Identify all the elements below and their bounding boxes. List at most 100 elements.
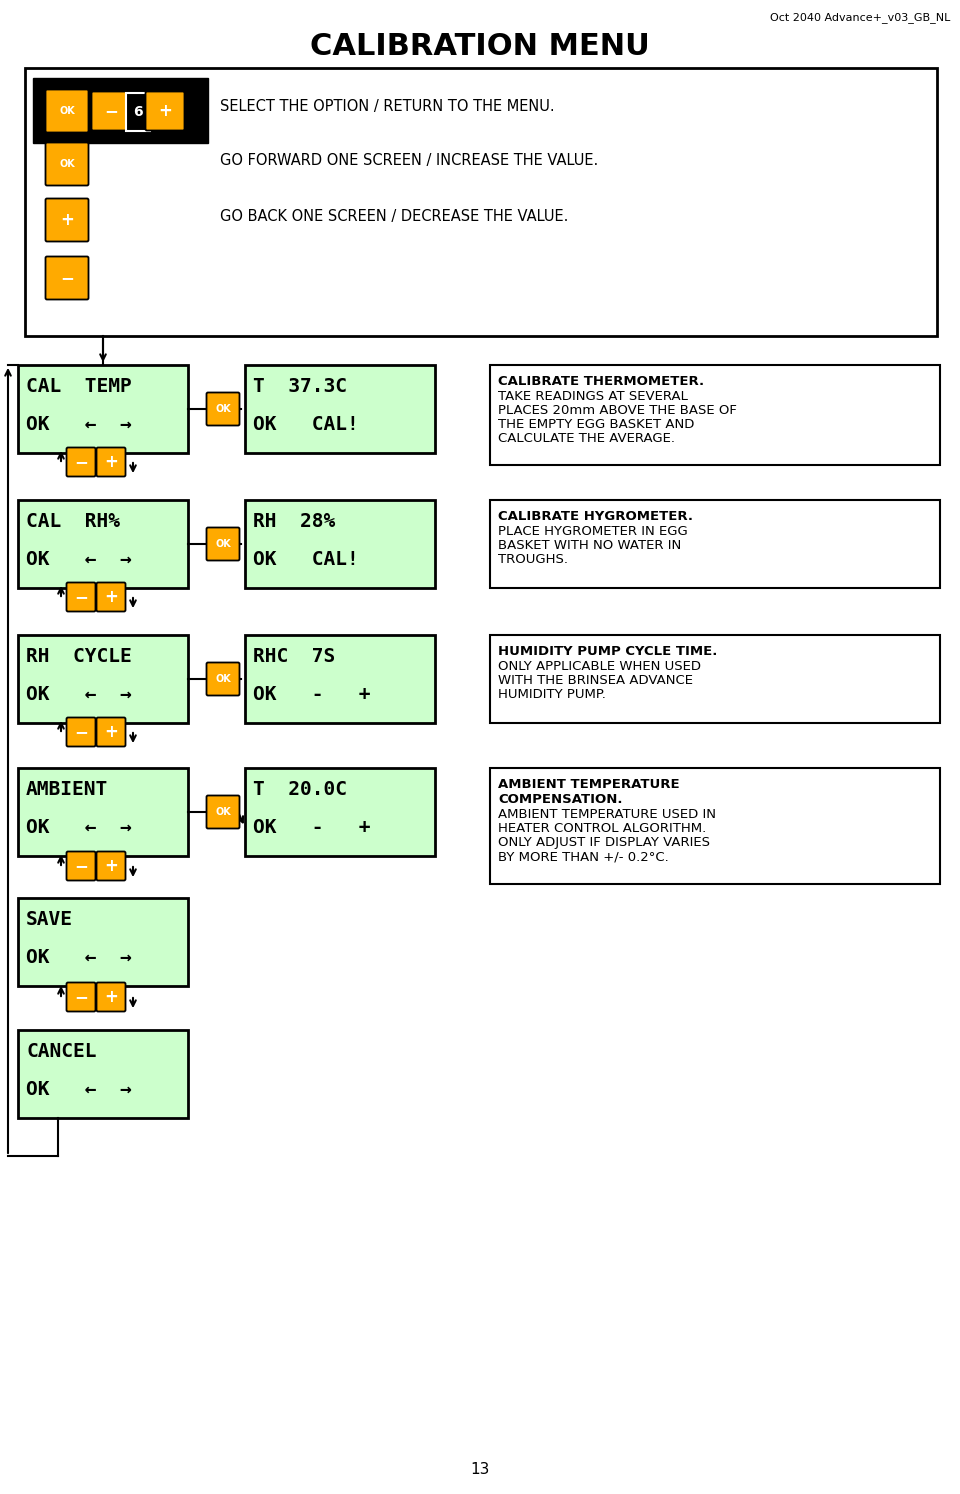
Text: OK   ←  →: OK ← → — [26, 1080, 132, 1100]
Text: WITH THE BRINSEA ADVANCE: WITH THE BRINSEA ADVANCE — [498, 674, 693, 687]
Text: OK   ←  →: OK ← → — [26, 415, 132, 433]
FancyBboxPatch shape — [245, 768, 435, 856]
Text: −: − — [74, 589, 88, 607]
FancyBboxPatch shape — [18, 898, 188, 986]
FancyBboxPatch shape — [490, 635, 940, 723]
FancyBboxPatch shape — [66, 448, 95, 477]
Text: AMBIENT TEMPERATURE USED IN: AMBIENT TEMPERATURE USED IN — [498, 808, 716, 822]
Text: +: + — [104, 858, 118, 875]
FancyBboxPatch shape — [97, 717, 126, 747]
FancyBboxPatch shape — [97, 983, 126, 1011]
Text: OK   ←  →: OK ← → — [26, 819, 132, 837]
Text: GO FORWARD ONE SCREEN / INCREASE THE VALUE.: GO FORWARD ONE SCREEN / INCREASE THE VAL… — [220, 154, 598, 169]
Text: CAL  RH%: CAL RH% — [26, 512, 120, 530]
Text: HEATER CONTROL ALGORITHM.: HEATER CONTROL ALGORITHM. — [498, 822, 707, 835]
FancyBboxPatch shape — [97, 448, 126, 477]
Text: ONLY ADJUST IF DISPLAY VARIES: ONLY ADJUST IF DISPLAY VARIES — [498, 837, 710, 849]
Text: OK: OK — [215, 674, 230, 684]
FancyBboxPatch shape — [206, 662, 239, 696]
FancyBboxPatch shape — [33, 78, 208, 143]
FancyBboxPatch shape — [18, 635, 188, 723]
Text: OK: OK — [215, 807, 230, 817]
Text: −: − — [60, 269, 74, 287]
Text: OK: OK — [215, 403, 230, 414]
FancyBboxPatch shape — [18, 768, 188, 856]
FancyBboxPatch shape — [146, 91, 184, 130]
Text: HUMIDITY PUMP.: HUMIDITY PUMP. — [498, 689, 606, 701]
FancyBboxPatch shape — [45, 90, 88, 133]
FancyBboxPatch shape — [97, 583, 126, 611]
Text: T  37.3C: T 37.3C — [253, 376, 347, 396]
Text: CALIBRATE HYGROMETER.: CALIBRATE HYGROMETER. — [498, 509, 693, 523]
Text: OK   ←  →: OK ← → — [26, 949, 132, 967]
Text: CALIBRATION MENU: CALIBRATION MENU — [310, 31, 650, 61]
Text: OK: OK — [60, 158, 75, 169]
FancyBboxPatch shape — [245, 365, 435, 453]
Text: PLACES 20mm ABOVE THE BASE OF: PLACES 20mm ABOVE THE BASE OF — [498, 403, 737, 417]
Text: RHC  7S: RHC 7S — [253, 647, 335, 666]
Text: OK   CAL!: OK CAL! — [253, 550, 359, 569]
Text: BY MORE THAN +/- 0.2°C.: BY MORE THAN +/- 0.2°C. — [498, 850, 669, 864]
FancyBboxPatch shape — [45, 142, 88, 185]
Text: TAKE READINGS AT SEVERAL: TAKE READINGS AT SEVERAL — [498, 390, 688, 403]
Text: COMPENSATION.: COMPENSATION. — [498, 793, 622, 805]
Text: SAVE: SAVE — [26, 910, 73, 929]
Text: RH  28%: RH 28% — [253, 512, 335, 530]
Text: −: − — [74, 453, 88, 471]
Text: OK   ←  →: OK ← → — [26, 686, 132, 704]
FancyBboxPatch shape — [206, 393, 239, 426]
Text: CAL  TEMP: CAL TEMP — [26, 376, 132, 396]
Text: +: + — [60, 211, 74, 229]
FancyBboxPatch shape — [18, 365, 188, 453]
Text: −: − — [104, 102, 118, 120]
FancyBboxPatch shape — [25, 69, 937, 336]
FancyBboxPatch shape — [126, 93, 150, 131]
Text: RH  CYCLE: RH CYCLE — [26, 647, 132, 666]
Text: +: + — [104, 723, 118, 741]
FancyBboxPatch shape — [45, 257, 88, 299]
FancyBboxPatch shape — [490, 768, 940, 884]
FancyBboxPatch shape — [66, 983, 95, 1011]
Text: PLACE HYGROMETER IN EGG: PLACE HYGROMETER IN EGG — [498, 524, 687, 538]
FancyBboxPatch shape — [18, 500, 188, 589]
Text: OK   -   +: OK - + — [253, 686, 371, 704]
FancyBboxPatch shape — [490, 500, 940, 589]
Text: −: − — [74, 988, 88, 1005]
Text: TROUGHS.: TROUGHS. — [498, 553, 568, 566]
FancyBboxPatch shape — [245, 635, 435, 723]
Text: CANCEL: CANCEL — [26, 1041, 97, 1061]
Text: SELECT THE OPTION / RETURN TO THE MENU.: SELECT THE OPTION / RETURN TO THE MENU. — [220, 100, 555, 115]
Text: +: + — [104, 589, 118, 607]
FancyBboxPatch shape — [66, 717, 95, 747]
FancyBboxPatch shape — [490, 365, 940, 465]
Text: GO BACK ONE SCREEN / DECREASE THE VALUE.: GO BACK ONE SCREEN / DECREASE THE VALUE. — [220, 209, 568, 224]
Text: +: + — [104, 988, 118, 1005]
FancyBboxPatch shape — [91, 91, 131, 130]
Text: OK: OK — [215, 539, 230, 548]
Text: −: − — [74, 723, 88, 741]
FancyBboxPatch shape — [66, 852, 95, 880]
FancyBboxPatch shape — [245, 500, 435, 589]
Text: HUMIDITY PUMP CYCLE TIME.: HUMIDITY PUMP CYCLE TIME. — [498, 645, 717, 657]
Text: AMBIENT: AMBIENT — [26, 780, 108, 799]
Text: T  20.0C: T 20.0C — [253, 780, 347, 799]
Text: BASKET WITH NO WATER IN: BASKET WITH NO WATER IN — [498, 539, 682, 551]
Text: CALCULATE THE AVERAGE.: CALCULATE THE AVERAGE. — [498, 432, 675, 445]
Text: CALIBRATE THERMOMETER.: CALIBRATE THERMOMETER. — [498, 375, 704, 388]
Text: OK   ←  →: OK ← → — [26, 550, 132, 569]
FancyBboxPatch shape — [18, 1029, 188, 1118]
FancyBboxPatch shape — [45, 199, 88, 242]
Text: −: − — [74, 858, 88, 875]
FancyBboxPatch shape — [66, 583, 95, 611]
Text: OK   -   +: OK - + — [253, 819, 371, 837]
Text: OK   CAL!: OK CAL! — [253, 415, 359, 433]
FancyBboxPatch shape — [206, 795, 239, 829]
Text: Oct 2040 Advance+_v03_GB_NL: Oct 2040 Advance+_v03_GB_NL — [770, 12, 950, 22]
Text: 6: 6 — [133, 105, 143, 120]
FancyBboxPatch shape — [97, 852, 126, 880]
Text: THE EMPTY EGG BASKET AND: THE EMPTY EGG BASKET AND — [498, 418, 694, 430]
Text: OK: OK — [60, 106, 75, 117]
Text: 13: 13 — [470, 1463, 490, 1478]
Text: ONLY APPLICABLE WHEN USED: ONLY APPLICABLE WHEN USED — [498, 660, 701, 672]
Text: +: + — [104, 453, 118, 471]
